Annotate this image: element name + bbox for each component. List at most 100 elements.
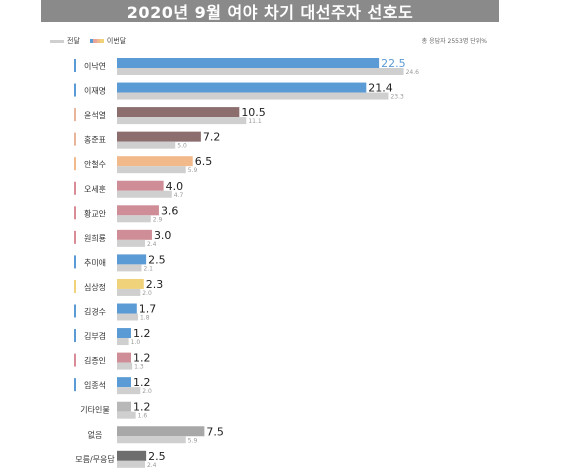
bar-previous	[117, 264, 142, 272]
category-marker	[74, 83, 76, 97]
category-marker	[74, 206, 76, 220]
value-label-current: 1.2	[133, 327, 151, 340]
value-label-current: 3.6	[161, 204, 179, 217]
value-label-current: 10.5	[241, 106, 266, 119]
value-label-previous: 1.8	[140, 315, 150, 322]
legend-swatch-previous	[50, 39, 64, 43]
category-marker	[74, 304, 76, 318]
legend-label-current: 이번달	[106, 37, 127, 45]
value-label-previous: 2.4	[147, 241, 157, 248]
bar-current	[117, 205, 159, 216]
category-label: 김부겸	[84, 331, 106, 341]
bar-current	[117, 401, 131, 412]
bar-previous	[117, 92, 389, 100]
category-marker	[74, 157, 76, 171]
value-label-previous: 24.6	[406, 69, 420, 76]
value-label-current: 7.5	[206, 425, 224, 438]
value-label-current: 22.5	[381, 57, 406, 70]
category-label: 윤석열	[84, 110, 106, 120]
bar-previous	[117, 411, 136, 419]
legend-swatch-segment	[96, 39, 101, 43]
bar-current	[117, 278, 144, 289]
respondent-note: 총 응답자 2553명 단위%	[421, 38, 487, 45]
category-marker	[74, 255, 76, 269]
bar-previous	[117, 166, 186, 174]
bar-previous	[117, 313, 138, 321]
bar-previous	[117, 460, 145, 468]
value-label-previous: 4.7	[174, 192, 184, 199]
value-label-previous: 2.0	[142, 290, 152, 297]
bar-previous	[117, 215, 151, 223]
category-marker	[74, 181, 76, 195]
bar-previous	[117, 362, 133, 370]
category-marker	[74, 108, 76, 122]
category-label: 이재명	[84, 86, 106, 96]
value-label-current: 2.5	[148, 253, 166, 266]
legend-swatch-segment	[100, 39, 104, 43]
bar-current	[117, 156, 193, 167]
bar-current	[117, 450, 147, 461]
bar-previous	[117, 288, 141, 296]
category-marker	[74, 329, 76, 343]
value-label-previous: 2.9	[153, 216, 163, 223]
category-label: 없음	[88, 430, 103, 439]
category-label: 오세훈	[84, 184, 106, 194]
bar-previous	[117, 436, 186, 444]
legend: 전달 이번달	[50, 36, 136, 46]
category-marker	[74, 353, 76, 367]
value-label-previous: 1.0	[131, 339, 141, 346]
category-label: 김종인	[84, 356, 106, 366]
bar-current	[117, 328, 131, 339]
bar-previous	[117, 190, 172, 198]
bar-current	[117, 107, 240, 118]
category-marker	[74, 279, 76, 293]
value-label-current: 7.2	[203, 131, 221, 144]
bar-current	[117, 377, 131, 388]
category-label: 모름/무응답	[75, 454, 115, 464]
value-label-previous: 11.1	[248, 118, 262, 125]
category-marker	[74, 230, 76, 244]
bar-previous	[117, 338, 129, 346]
bar-previous	[117, 387, 141, 395]
value-label-previous: 1.3	[134, 364, 144, 371]
category-label: 원희룡	[84, 233, 106, 243]
value-label-previous: 5.9	[188, 167, 198, 174]
value-label-previous: 1.6	[138, 413, 148, 420]
value-label-previous: 23.3	[390, 94, 404, 101]
bar-previous	[117, 68, 404, 75]
category-label: 심상정	[84, 282, 106, 292]
value-label-previous: 5.0	[177, 143, 187, 150]
category-label: 추미애	[84, 258, 106, 267]
value-label-current: 1.2	[133, 352, 151, 365]
category-label: 기타인물	[80, 405, 109, 415]
bar-previous	[117, 239, 145, 247]
value-label-current: 2.5	[148, 450, 166, 463]
legend-swatch-current	[89, 39, 104, 43]
category-label: 홍준표	[84, 135, 106, 145]
value-label-current: 1.2	[133, 376, 151, 389]
bar-current	[117, 426, 205, 437]
category-label: 김경수	[84, 307, 106, 317]
bar-current	[117, 352, 131, 363]
value-label-previous: 2.4	[147, 462, 157, 469]
category-label: 안철수	[84, 159, 106, 169]
bar-current	[117, 82, 367, 93]
category-label: 황교안	[84, 208, 107, 218]
value-label-current: 6.5	[195, 155, 213, 168]
category-label: 임종석	[84, 380, 106, 390]
bar-current	[117, 131, 201, 142]
value-label-current: 1.7	[139, 303, 157, 316]
legend-label-previous: 전달	[67, 37, 80, 45]
bar-previous	[117, 117, 247, 125]
value-label-current: 4.0	[166, 180, 184, 193]
bar-current	[117, 180, 164, 191]
value-label-current: 2.3	[146, 278, 164, 291]
bar-current	[117, 229, 152, 240]
chart-title: 2020년 9월 여야 차기 대선주자 선호도	[41, 0, 499, 22]
bar-current	[117, 58, 380, 68]
category-marker	[74, 378, 76, 392]
value-label-previous: 2.0	[142, 388, 152, 395]
bar-current	[117, 303, 137, 314]
bar-current	[117, 254, 147, 265]
